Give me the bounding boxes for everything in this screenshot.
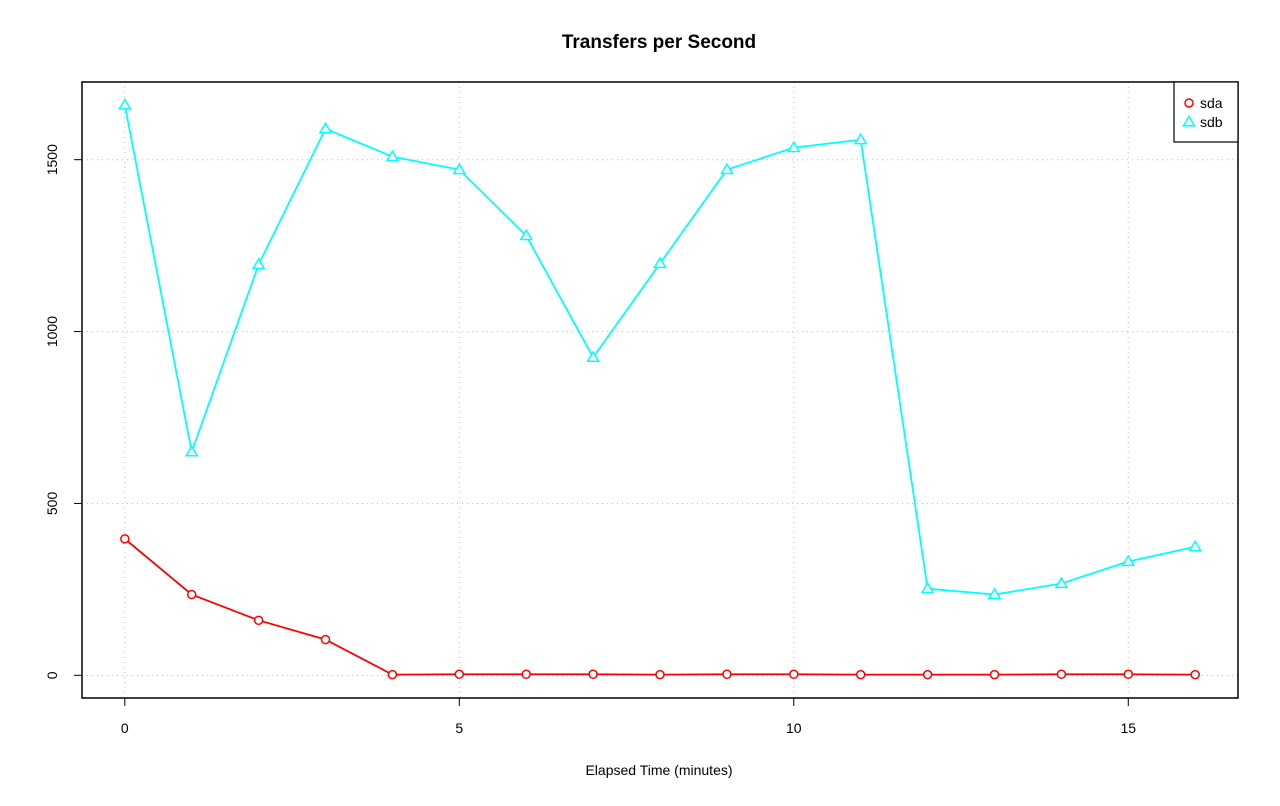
y-tick-label: 1000 — [44, 316, 60, 347]
y-tick-label: 1500 — [44, 144, 60, 175]
point — [588, 669, 598, 680]
legend-marker — [1182, 115, 1196, 127]
legend-marker — [1184, 98, 1194, 108]
point — [1056, 669, 1067, 680]
point — [1188, 539, 1202, 552]
point — [786, 140, 801, 153]
point — [722, 669, 732, 680]
point — [1123, 669, 1134, 680]
point — [920, 581, 935, 594]
point — [720, 162, 734, 175]
x-tick-label: 0 — [121, 720, 129, 736]
point — [253, 615, 264, 626]
point — [922, 669, 933, 680]
legend-label: sdb — [1200, 114, 1223, 130]
point — [120, 534, 130, 544]
x-tick-label: 10 — [786, 720, 802, 736]
point — [1121, 554, 1136, 567]
point — [789, 669, 799, 680]
point — [855, 669, 866, 680]
chart-title: Transfers per Second — [562, 32, 756, 53]
point — [853, 132, 868, 145]
point — [251, 257, 266, 270]
x-tick-label: 15 — [1120, 720, 1136, 736]
point — [452, 162, 467, 175]
point — [989, 669, 1000, 680]
plot-frame — [81, 81, 1239, 699]
point — [1054, 576, 1069, 589]
point — [385, 149, 400, 162]
legend-box — [1173, 81, 1239, 143]
point — [318, 121, 333, 134]
point — [186, 589, 197, 600]
point — [184, 444, 199, 457]
x-tick-label: 5 — [455, 720, 463, 736]
legend-label: sda — [1200, 95, 1223, 111]
point — [586, 350, 600, 362]
y-tick-label: 0 — [44, 671, 60, 679]
point — [653, 256, 667, 269]
y-tick-label: 500 — [44, 492, 60, 516]
point — [519, 228, 534, 241]
point — [118, 98, 132, 110]
point — [320, 634, 331, 645]
point — [1190, 669, 1200, 680]
x-axis-label: Elapsed Time (minutes) — [585, 762, 732, 778]
point — [655, 669, 665, 680]
point — [454, 669, 465, 680]
point — [387, 669, 398, 680]
point — [521, 669, 531, 680]
point — [987, 587, 1002, 600]
